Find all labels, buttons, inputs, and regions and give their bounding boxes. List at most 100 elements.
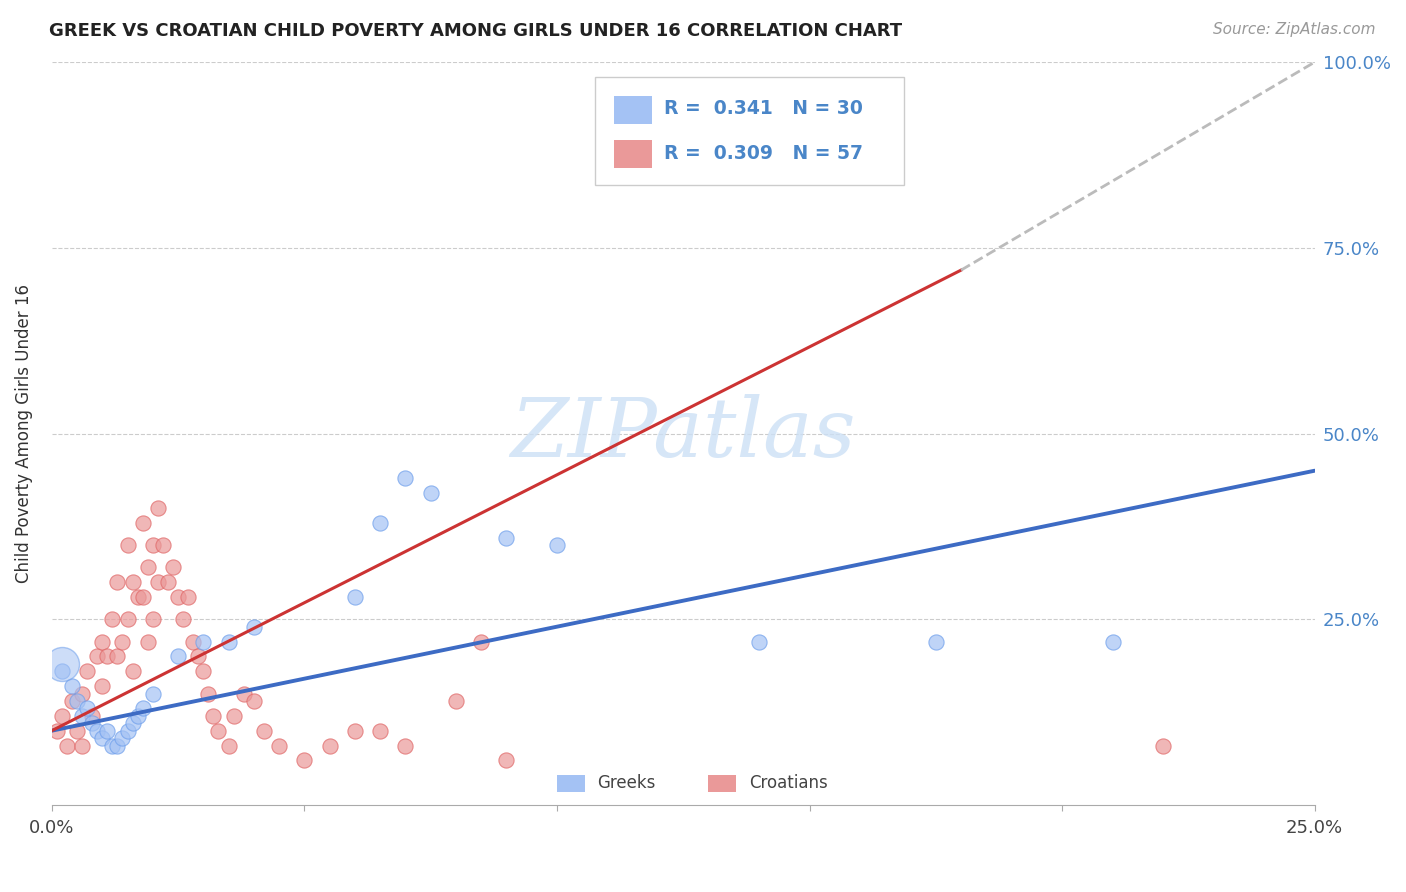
- Point: [121, 716, 143, 731]
- Point: [70, 739, 93, 753]
- Point: [343, 723, 366, 738]
- Point: [107, 649, 129, 664]
- Point: [131, 701, 153, 715]
- Point: [111, 634, 134, 648]
- Point: [146, 575, 169, 590]
- FancyBboxPatch shape: [614, 95, 651, 124]
- Point: [91, 634, 114, 648]
- Point: [96, 649, 118, 664]
- Point: [51, 665, 73, 679]
- Point: [394, 471, 416, 485]
- Point: [267, 739, 290, 753]
- Point: [142, 687, 165, 701]
- Point: [292, 753, 315, 767]
- Point: [70, 687, 93, 701]
- Text: GREEK VS CROATIAN CHILD POVERTY AMONG GIRLS UNDER 16 CORRELATION CHART: GREEK VS CROATIAN CHILD POVERTY AMONG GI…: [49, 22, 903, 40]
- Point: [56, 739, 79, 753]
- Y-axis label: Child Poverty Among Girls Under 16: Child Poverty Among Girls Under 16: [15, 284, 32, 583]
- Point: [243, 620, 266, 634]
- Point: [127, 709, 149, 723]
- FancyBboxPatch shape: [595, 77, 904, 185]
- FancyBboxPatch shape: [709, 775, 737, 791]
- Point: [131, 516, 153, 530]
- Point: [394, 739, 416, 753]
- Point: [253, 723, 276, 738]
- Point: [86, 649, 108, 664]
- Point: [60, 694, 83, 708]
- Point: [193, 665, 215, 679]
- Point: [167, 590, 190, 604]
- Text: Croatians: Croatians: [749, 774, 828, 792]
- Point: [76, 665, 98, 679]
- Point: [343, 590, 366, 604]
- Point: [82, 716, 104, 731]
- Point: [202, 709, 225, 723]
- Point: [748, 634, 770, 648]
- Point: [91, 731, 114, 745]
- Point: [66, 723, 89, 738]
- Text: Source: ZipAtlas.com: Source: ZipAtlas.com: [1212, 22, 1375, 37]
- Point: [101, 612, 124, 626]
- Point: [193, 634, 215, 648]
- FancyBboxPatch shape: [557, 775, 585, 791]
- Point: [86, 723, 108, 738]
- Point: [444, 694, 467, 708]
- Point: [45, 723, 67, 738]
- Text: R =  0.341   N = 30: R = 0.341 N = 30: [664, 99, 863, 119]
- Point: [76, 701, 98, 715]
- Point: [82, 709, 104, 723]
- Point: [167, 649, 190, 664]
- Point: [177, 590, 200, 604]
- FancyBboxPatch shape: [614, 140, 651, 169]
- Point: [136, 634, 159, 648]
- Point: [60, 679, 83, 693]
- Point: [142, 612, 165, 626]
- Point: [1101, 634, 1123, 648]
- Point: [152, 538, 174, 552]
- Point: [218, 634, 240, 648]
- Point: [107, 575, 129, 590]
- Point: [243, 694, 266, 708]
- Point: [318, 739, 340, 753]
- Point: [146, 500, 169, 515]
- Point: [117, 723, 139, 738]
- Text: R =  0.309   N = 57: R = 0.309 N = 57: [664, 144, 863, 163]
- Point: [101, 739, 124, 753]
- Point: [121, 575, 143, 590]
- Point: [368, 516, 391, 530]
- Point: [156, 575, 179, 590]
- Point: [96, 723, 118, 738]
- Point: [127, 590, 149, 604]
- Point: [232, 687, 254, 701]
- Point: [66, 694, 89, 708]
- Point: [91, 679, 114, 693]
- Point: [162, 560, 184, 574]
- Point: [197, 687, 219, 701]
- Point: [181, 634, 204, 648]
- Point: [117, 538, 139, 552]
- Point: [107, 739, 129, 753]
- Point: [131, 590, 153, 604]
- Point: [70, 709, 93, 723]
- Point: [136, 560, 159, 574]
- Point: [1152, 739, 1174, 753]
- Point: [470, 634, 492, 648]
- Point: [218, 739, 240, 753]
- Point: [142, 538, 165, 552]
- Text: Greeks: Greeks: [598, 774, 655, 792]
- Point: [222, 709, 245, 723]
- Point: [925, 634, 948, 648]
- Text: ZIPatlas: ZIPatlas: [510, 393, 856, 474]
- Point: [121, 665, 143, 679]
- Point: [419, 486, 441, 500]
- Point: [495, 753, 517, 767]
- Point: [495, 531, 517, 545]
- Point: [172, 612, 194, 626]
- Point: [111, 731, 134, 745]
- Point: [546, 538, 568, 552]
- Point: [368, 723, 391, 738]
- Point: [187, 649, 209, 664]
- Point: [51, 657, 73, 671]
- Point: [51, 709, 73, 723]
- Point: [117, 612, 139, 626]
